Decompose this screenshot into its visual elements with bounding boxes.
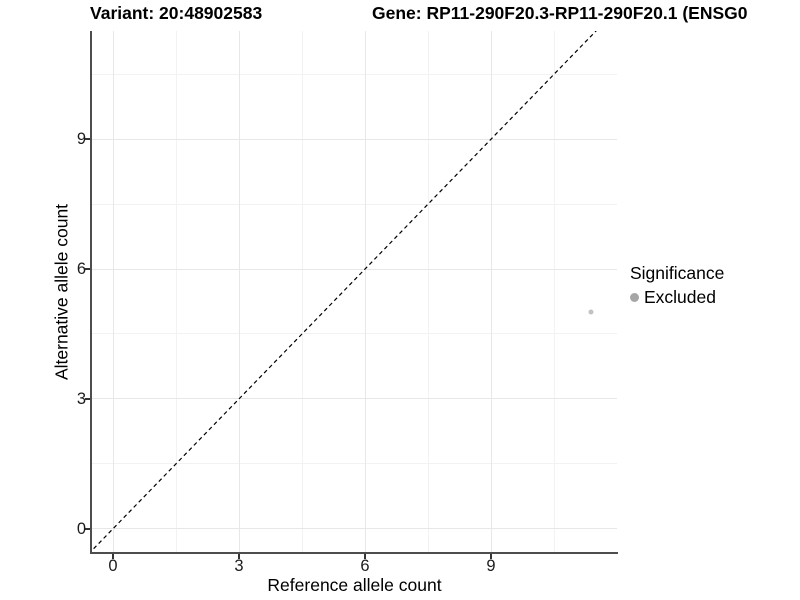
major-gridline-x	[112, 31, 114, 553]
x-tick-mark	[112, 554, 114, 559]
major-gridline-y	[92, 528, 617, 530]
y-tick-mark	[85, 268, 90, 271]
y-tick-label: 6	[76, 260, 86, 279]
x-tick-mark	[238, 554, 240, 559]
legend-entry: Excluded	[630, 287, 724, 308]
major-gridline-y	[92, 398, 617, 400]
x-tick-label: 9	[486, 557, 496, 575]
minor-gridline-x	[301, 31, 303, 553]
minor-gridline-y	[92, 73, 617, 75]
x-tick-label: 6	[360, 557, 370, 575]
major-gridline-y	[92, 268, 617, 270]
minor-gridline-y	[92, 333, 617, 335]
y-tick-mark	[85, 397, 90, 400]
y-tick-label: 9	[76, 130, 86, 149]
legend-entry-label: Excluded	[644, 287, 716, 307]
y-tick-label: 3	[76, 389, 86, 408]
y-tick-mark	[85, 138, 90, 141]
major-gridline-y	[92, 138, 617, 140]
minor-gridline-x	[427, 31, 429, 553]
x-tick-mark	[364, 554, 366, 559]
legend: Significance Excluded	[630, 263, 724, 308]
legend-title: Significance	[630, 263, 725, 283]
x-axis-line	[90, 552, 618, 554]
legend-point-icon	[630, 293, 639, 302]
minor-gridline-y	[92, 203, 617, 205]
major-gridline-x	[364, 31, 366, 553]
major-gridline-x	[490, 31, 492, 553]
y-tick-label: 0	[76, 519, 86, 538]
x-tick-label: 3	[234, 557, 244, 575]
plot-panel	[92, 31, 617, 553]
x-tick-mark	[490, 554, 492, 559]
variant-title: Variant: 20:48902583	[90, 3, 263, 23]
identity-dashed-line	[92, 31, 597, 552]
x-axis-title: Reference allele count	[267, 575, 442, 595]
y-axis-title: Alternative allele count	[51, 203, 72, 381]
minor-gridline-x	[175, 31, 177, 553]
minor-gridline-y	[92, 463, 617, 465]
data-point	[588, 309, 594, 315]
major-gridline-x	[238, 31, 240, 553]
gene-title: Gene: RP11-290F20.3-RP11-290F20.1 (ENSG0	[372, 3, 748, 23]
minor-gridline-x	[553, 31, 555, 553]
y-tick-mark	[85, 527, 90, 530]
y-axis-line	[90, 31, 92, 554]
x-tick-label: 0	[108, 557, 118, 575]
